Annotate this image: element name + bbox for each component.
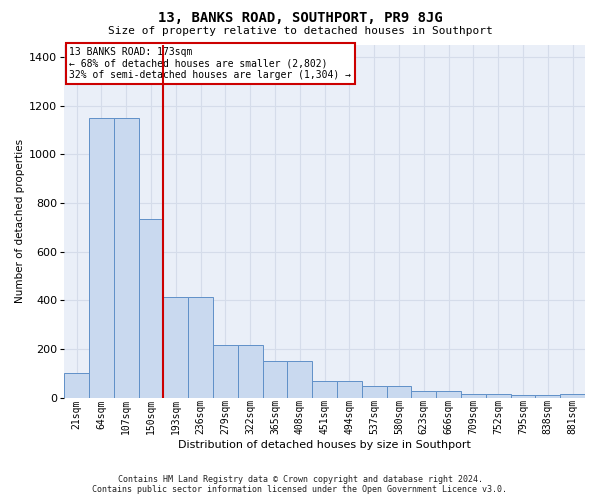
- Text: 13 BANKS ROAD: 173sqm
← 68% of detached houses are smaller (2,802)
32% of semi-d: 13 BANKS ROAD: 173sqm ← 68% of detached …: [70, 47, 352, 80]
- Bar: [436, 391, 461, 398]
- Y-axis label: Number of detached properties: Number of detached properties: [15, 140, 25, 304]
- Bar: [560, 394, 585, 398]
- Bar: [511, 396, 535, 398]
- Text: Contains HM Land Registry data © Crown copyright and database right 2024.
Contai: Contains HM Land Registry data © Crown c…: [92, 474, 508, 494]
- Text: Size of property relative to detached houses in Southport: Size of property relative to detached ho…: [107, 26, 493, 36]
- Bar: [213, 346, 238, 398]
- Bar: [386, 386, 412, 398]
- Bar: [287, 362, 312, 398]
- Bar: [238, 346, 263, 398]
- Bar: [64, 374, 89, 398]
- Bar: [535, 396, 560, 398]
- Bar: [163, 297, 188, 398]
- Bar: [114, 118, 139, 398]
- Bar: [461, 394, 486, 398]
- Bar: [312, 381, 337, 398]
- Bar: [139, 219, 163, 398]
- X-axis label: Distribution of detached houses by size in Southport: Distribution of detached houses by size …: [178, 440, 471, 450]
- Bar: [263, 362, 287, 398]
- Bar: [188, 297, 213, 398]
- Bar: [362, 386, 386, 398]
- Bar: [486, 394, 511, 398]
- Text: 13, BANKS ROAD, SOUTHPORT, PR9 8JG: 13, BANKS ROAD, SOUTHPORT, PR9 8JG: [158, 12, 442, 26]
- Bar: [89, 118, 114, 398]
- Bar: [337, 381, 362, 398]
- Bar: [412, 391, 436, 398]
